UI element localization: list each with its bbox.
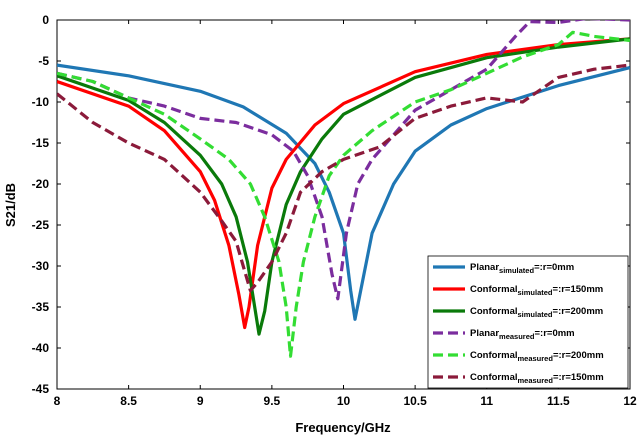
y-tick-label: -35 <box>32 300 50 314</box>
legend: Planarsimulated=:r=0mmConformalsimulated… <box>428 256 628 388</box>
y-tick-label: 0 <box>42 13 49 27</box>
x-tick-label: 12 <box>623 394 637 408</box>
x-tick-label: 11.5 <box>547 394 570 408</box>
y-tick-label: -5 <box>38 54 49 68</box>
y-tick-label: -40 <box>32 341 50 355</box>
y-axis-label: S21/dB <box>3 183 18 227</box>
x-tick-label: 8.5 <box>120 394 137 408</box>
y-tick-label: -25 <box>32 218 50 232</box>
x-tick-label: 10 <box>337 394 351 408</box>
y-tick-label: -15 <box>32 136 50 150</box>
x-tick-label: 9 <box>197 394 204 408</box>
y-tick-label: -45 <box>32 382 50 396</box>
x-axis-label: Frequency/GHz <box>295 420 391 435</box>
x-tick-label: 10.5 <box>403 394 427 408</box>
x-tick-label: 8 <box>54 394 61 408</box>
y-tick-label: -30 <box>32 259 50 273</box>
y-tick-label: -10 <box>32 95 50 109</box>
x-tick-label: 9.5 <box>264 394 281 408</box>
y-tick-label: -20 <box>32 177 50 191</box>
x-tick-label: 11 <box>480 394 493 408</box>
legend-box <box>428 256 628 388</box>
